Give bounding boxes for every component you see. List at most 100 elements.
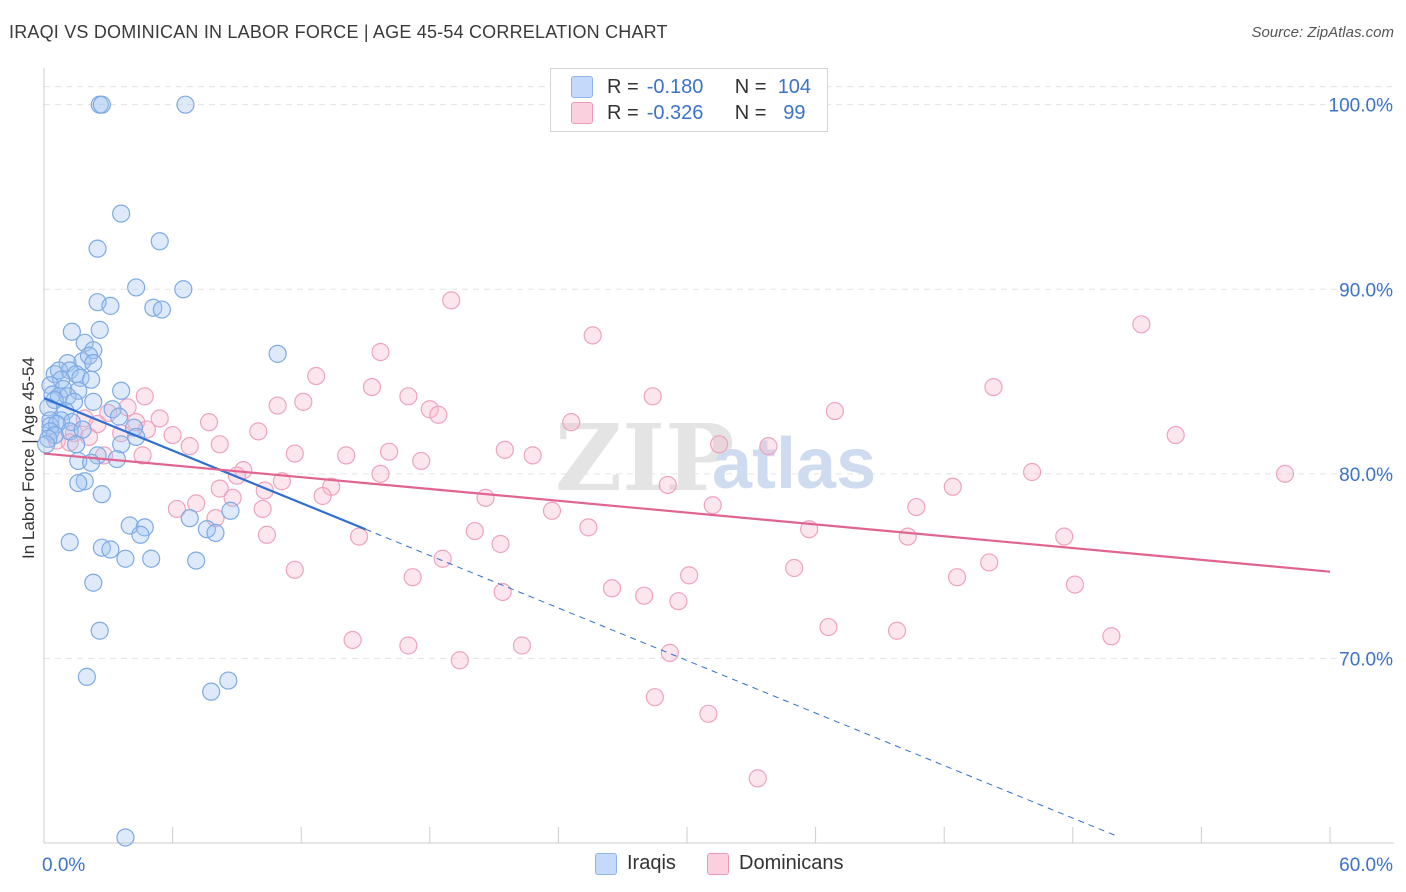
dominican-point xyxy=(210,435,229,454)
dominican-point xyxy=(307,366,326,386)
iraqi-point xyxy=(116,828,135,847)
dominican-point xyxy=(669,592,688,611)
dominican-point xyxy=(907,497,926,517)
iraqi-point xyxy=(268,344,287,363)
tick-labels: 70.0% 80.0% 90.0% 100.0% 0.0% 60.0% xyxy=(42,96,1393,876)
dominican-point xyxy=(562,413,581,432)
n-label: N = xyxy=(734,75,767,98)
n-value: 104 xyxy=(777,75,812,98)
dominicans-label: Dominicans xyxy=(739,852,844,874)
dominican-point xyxy=(379,442,399,461)
dominican-point xyxy=(748,769,767,788)
iraqi-point xyxy=(174,280,193,299)
dominican-point xyxy=(495,440,514,459)
iraqi-point xyxy=(75,472,94,491)
legend-row-iraqis: R = -0.180 N = 104 xyxy=(571,74,814,100)
dominican-point xyxy=(371,464,390,483)
iraqi-point xyxy=(84,392,103,411)
dominican-point xyxy=(680,566,699,585)
iraqi-point xyxy=(37,435,56,454)
dominican-point xyxy=(199,413,219,432)
dominican-point xyxy=(272,472,292,491)
dominicans-points xyxy=(47,291,1295,788)
dominican-point xyxy=(313,486,332,506)
iraqi-point xyxy=(109,407,129,426)
dominican-point xyxy=(399,636,418,655)
dominican-point xyxy=(943,477,962,496)
iraqi-point xyxy=(116,549,135,568)
dominican-point xyxy=(947,568,967,587)
iraqi-point xyxy=(112,204,131,223)
legend-row-dominicans: R = -0.326 N = 99 xyxy=(571,100,814,126)
iraqi-point xyxy=(219,671,238,690)
iraqi-point xyxy=(131,525,150,544)
dominican-point xyxy=(579,518,598,537)
watermark-zip: ZIP xyxy=(555,404,734,512)
iraqi-point xyxy=(127,278,146,297)
dominican-point xyxy=(403,568,422,587)
dominican-point xyxy=(980,553,999,572)
dominican-point xyxy=(602,579,622,598)
iraqi-point xyxy=(150,232,169,251)
iraqi-point xyxy=(90,621,109,640)
legend-item-dominicans[interactable]: Dominicans xyxy=(707,852,843,875)
y-axis-label: In Labor Force | Age 45-54 xyxy=(19,357,38,559)
dominican-point xyxy=(412,451,431,471)
dominican-point xyxy=(759,437,778,456)
iraqi-point xyxy=(77,667,96,686)
dominican-point xyxy=(429,405,448,424)
dominican-point xyxy=(257,525,277,544)
dominican-point xyxy=(635,586,654,605)
dominican-point xyxy=(442,291,461,310)
series-legend: Iraqis Dominicans xyxy=(0,850,1406,880)
iraqi-point xyxy=(176,95,195,114)
x-tick-label-min: 0.0% xyxy=(42,855,85,876)
dominicans-trend-line xyxy=(43,452,1331,573)
iraqi-point xyxy=(180,509,199,528)
iraqi-point xyxy=(206,523,225,543)
dominican-point xyxy=(163,425,182,445)
dominican-point xyxy=(135,387,154,406)
iraqi-point xyxy=(187,551,206,570)
dominican-point xyxy=(542,501,562,520)
dominican-point xyxy=(785,558,804,578)
iraqi-point xyxy=(90,320,109,339)
iraqi-point xyxy=(112,381,131,400)
dominicans-swatch xyxy=(707,852,729,875)
iraqi-point xyxy=(92,485,111,504)
dominican-point xyxy=(819,617,838,637)
dominican-point xyxy=(1132,315,1151,334)
y-tick-label: 100.0% xyxy=(1329,96,1394,117)
iraqi-point xyxy=(127,427,146,447)
iraqi-point xyxy=(88,239,107,258)
y-tick-label: 70.0% xyxy=(1339,649,1393,670)
iraqi-point xyxy=(103,400,122,419)
iraqi-point xyxy=(101,296,120,315)
dominican-point xyxy=(343,630,362,650)
dominican-point xyxy=(1166,425,1185,445)
dominican-point xyxy=(658,475,677,495)
iraqi-point xyxy=(62,322,81,341)
dominican-point xyxy=(984,377,1003,397)
y-tick-label: 80.0% xyxy=(1339,465,1393,486)
dominican-point xyxy=(210,479,229,498)
iraqi-point xyxy=(112,435,131,454)
grid-lines xyxy=(44,86,1394,659)
iraqi-point xyxy=(69,381,88,400)
iraqis-label: Iraqis xyxy=(627,852,676,874)
iraqi-point xyxy=(60,533,79,552)
dominican-point xyxy=(362,377,382,397)
axes xyxy=(43,68,1394,844)
legend-swatch-pink xyxy=(571,102,593,124)
legend-item-iraqis[interactable]: Iraqis xyxy=(595,852,676,875)
r-value: -0.180 xyxy=(646,75,704,98)
dominican-point xyxy=(180,437,199,456)
iraqi-point xyxy=(69,473,88,493)
dominican-point xyxy=(476,488,495,507)
dominican-point xyxy=(699,704,718,723)
iraqis-swatch xyxy=(595,852,617,875)
dominican-point xyxy=(1055,527,1074,546)
dominican-point xyxy=(268,396,287,415)
dominican-point xyxy=(703,496,722,515)
